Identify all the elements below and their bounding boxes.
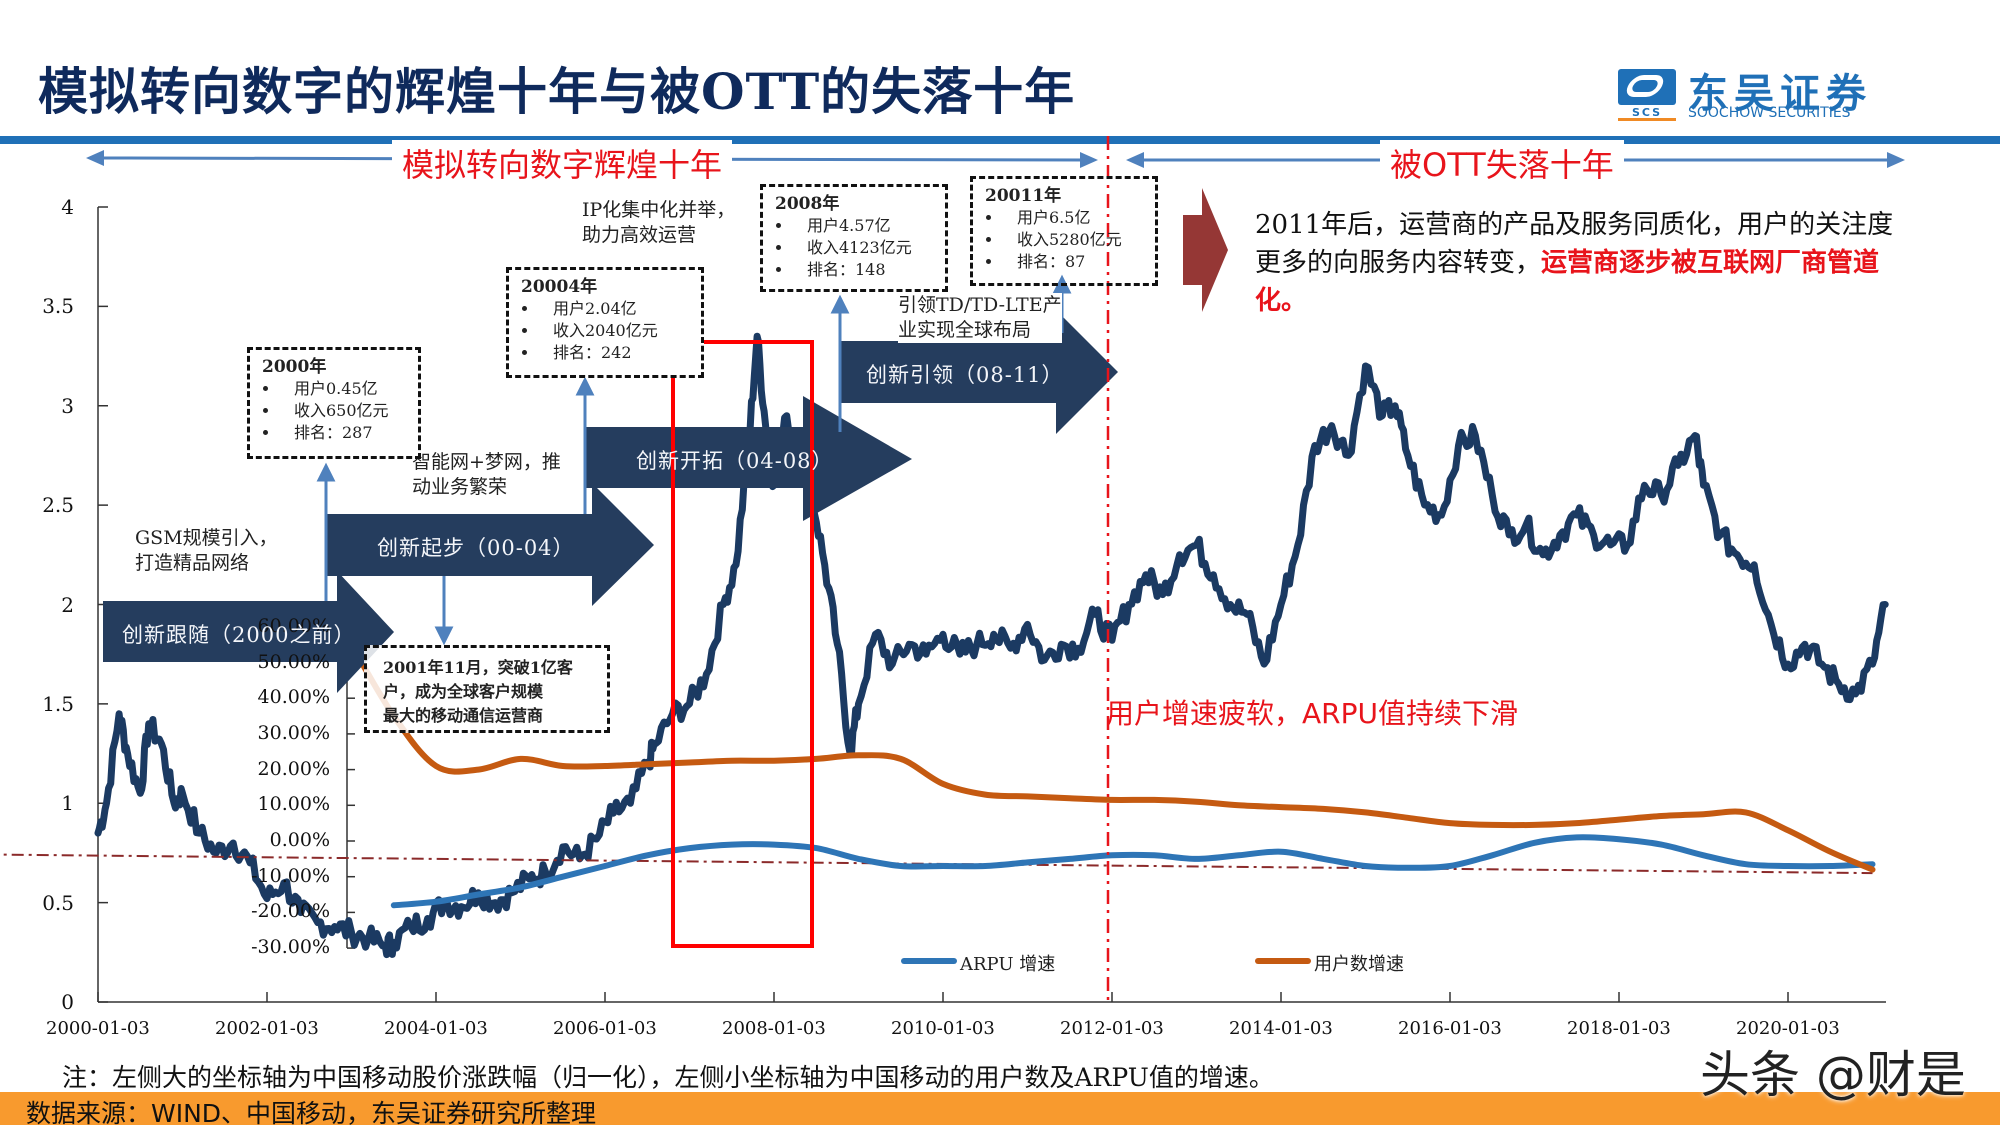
y-tick-label: 4 xyxy=(61,195,74,219)
legend-label-users: 用户数增速 xyxy=(1314,954,1404,975)
milestone-2000: 2000年 用户0.45亿 收入650亿元 排名：287 xyxy=(247,347,421,459)
x-tick-label: 2016-01-03 xyxy=(1398,1018,1502,1039)
milestone-2004: 20004年 用户2.04亿 收入2040亿元 排名：242 xyxy=(506,267,704,378)
summary-text: 2011年后，运营商的产品及服务同质化，用户的关注度更多的向服务内容转变，运营商… xyxy=(1255,210,1894,316)
x-axis-ticks xyxy=(97,992,1789,1002)
y-tick-label: 2.5 xyxy=(42,493,74,518)
logo-en: SOOCHOW SECURITIES xyxy=(1688,105,1851,121)
phase-label-4: 创新引领（08-11） xyxy=(866,363,1064,387)
x-tick-label: 2002-01-03 xyxy=(215,1018,319,1039)
y2-tick-label: -10.00% xyxy=(251,864,330,887)
event-box-2001: 2001年11月，突破1亿客 户，成为全球客户规模 最大的移动通信运营商 xyxy=(364,645,610,733)
footnote: 注：左侧大的坐标轴为中国移动股价涨跌幅（归一化），左侧小坐标轴为中国移动的用户数… xyxy=(62,1063,1274,1092)
x-tick-label: 2008-01-03 xyxy=(722,1018,826,1039)
y2-tick-label: 10.00% xyxy=(257,793,330,816)
logo-cn: 东吴证券 xyxy=(1688,71,1872,117)
x-tick-label: 2006-01-03 xyxy=(553,1018,657,1039)
x-tick-label: 2012-01-03 xyxy=(1060,1018,1164,1039)
y-tick-label: 3 xyxy=(61,393,74,418)
y-tick-label: 2 xyxy=(61,592,74,617)
milestone-2011: 20011年 用户6.5亿 收入5280亿元 排名：87 xyxy=(970,176,1158,286)
y2-tick-label: -20.00% xyxy=(251,900,330,923)
phase-note-1: GSM规模引入， 打造精品网络 xyxy=(135,527,278,574)
y2-tick-label: 40.00% xyxy=(257,686,330,709)
x-tick-label: 2000-01-03 xyxy=(46,1018,150,1039)
summary-arrow-icon xyxy=(1183,188,1228,312)
phase-label-2: 创新起步（00-04） xyxy=(377,536,575,560)
x-tick-label: 2010-01-03 xyxy=(891,1018,995,1039)
summary-highlight: 运营商逐步被互联网厂商管道化。 xyxy=(1255,248,1880,316)
phase-arrow-2 xyxy=(327,483,654,606)
peak-highlight-box xyxy=(671,340,814,948)
phase-label-3: 创新开拓（04-08） xyxy=(636,449,834,473)
phase-note-2: 智能网+梦网，推 动业务繁荣 xyxy=(412,451,561,498)
phase-arrow-1 xyxy=(103,571,394,693)
soochow-logo: SCS 东吴证券 SOOCHOW SECURITIES xyxy=(1618,67,1908,121)
data-source: 数据来源：WIND、中国移动，东吴证券研究所整理 xyxy=(26,1099,597,1128)
y2-tick-label: -30.00% xyxy=(251,936,330,959)
logo-mark-icon xyxy=(1618,69,1676,105)
x-tick-label: 2020-01-03 xyxy=(1736,1018,1840,1039)
arpu-growth-line xyxy=(390,834,1876,909)
legend-label-arpu: ARPU 增速 xyxy=(960,954,1056,975)
phase-label-1: 创新跟随（2000之前） xyxy=(122,623,356,647)
x-tick-label: 2004-01-03 xyxy=(384,1018,488,1039)
y-tick-label: 1.5 xyxy=(42,691,74,716)
y-tick-label: 1 xyxy=(61,791,74,816)
milestone-2008: 2008年 用户4.57亿 收入4123亿元 排名：148 xyxy=(760,184,948,292)
phase-note-4: 引领TD/TD-LTE产 业实现全球布局 xyxy=(898,293,1062,343)
y-tick-label: 0 xyxy=(61,990,74,1014)
y2-tick-label: 20.00% xyxy=(257,757,330,780)
era-label-lost: 被OTT失落十年 xyxy=(1380,140,1624,186)
page-title: 模拟转向数字的辉煌十年与被OTT的失落十年 xyxy=(38,62,1076,121)
decline-note: 用户增速疲软，ARPU值持续下滑 xyxy=(1106,697,1518,730)
logo-abbr: SCS xyxy=(1618,107,1676,121)
y2-tick-label: 30.00% xyxy=(257,721,330,744)
y2-tick-label: 60.00% xyxy=(257,614,330,637)
y2-tick-label: 0.00% xyxy=(269,829,330,851)
price-line xyxy=(94,332,1889,959)
x-tick-label: 2014-01-03 xyxy=(1229,1018,1333,1039)
source-bar xyxy=(0,1092,2000,1125)
y-tick-label: 0.5 xyxy=(42,890,74,915)
header-rule xyxy=(0,136,2000,144)
watermark: 头条 @财是 xyxy=(1700,1046,1966,1104)
users-growth-line xyxy=(348,641,1876,873)
era-label-golden: 模拟转向数字辉煌十年 xyxy=(392,140,733,186)
phase-note-3: IP化集中化并举， 助力高效运营 xyxy=(582,199,736,246)
y2-tick-label: 50.00% xyxy=(257,650,330,673)
phase-arrow-3 xyxy=(585,396,912,521)
x-tick-label: 2018-01-03 xyxy=(1567,1018,1671,1039)
y-tick-label: 3.5 xyxy=(42,294,74,319)
